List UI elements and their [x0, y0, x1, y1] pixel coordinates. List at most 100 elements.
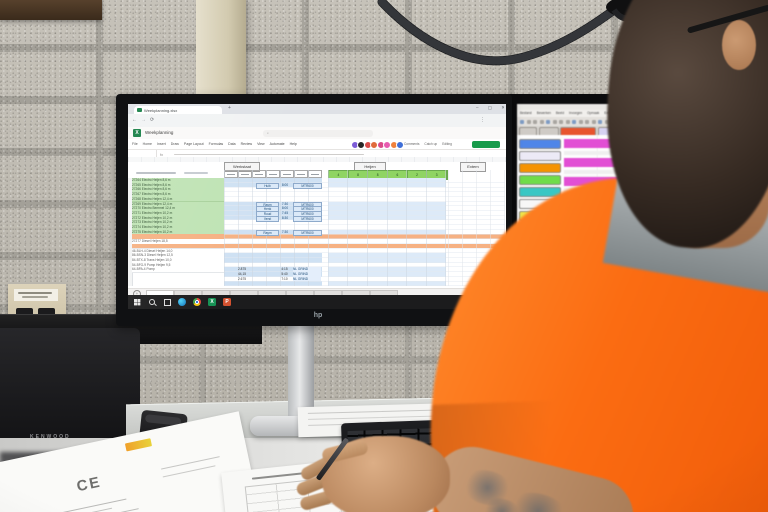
header-actions: Comments Catch up Editing — [404, 142, 452, 146]
rm-tool-icon — [520, 119, 524, 124]
rm-tool-icon — [585, 119, 589, 124]
time-cell: 7:30 — [279, 202, 291, 207]
time-cell: 8:30 — [279, 216, 291, 221]
rm-tab — [538, 127, 559, 135]
menu-item: Formulas — [209, 142, 224, 147]
rm-active-tab — [560, 127, 596, 135]
menu-item: Page Layout — [184, 142, 204, 147]
excel-icon: X — [208, 298, 216, 306]
header-action: Comments — [404, 142, 419, 146]
refresh-icon: ⟳ — [150, 117, 154, 123]
screen-glare — [128, 104, 506, 309]
time-cell: 8:00 — [279, 183, 291, 188]
menu-item: Draw — [171, 142, 179, 147]
rm-tool-icon — [546, 119, 550, 124]
collaborator-avatar — [396, 140, 404, 149]
rm-tool-icon — [539, 119, 544, 124]
search-box: ⌕ — [263, 129, 373, 137]
glyph — [134, 299, 137, 302]
excel-menu-row: File Home Insert Draw Page Layout Formulas Dat… — [128, 139, 506, 155]
rm-colored-button — [519, 151, 561, 161]
qty-cell: 2.675 — [226, 277, 246, 282]
rm-tool-icon — [533, 119, 537, 124]
menu-item: Review — [241, 142, 252, 147]
menu-item: View — [257, 142, 265, 147]
menu-dots-icon: ⋮ — [480, 117, 485, 123]
glyph — [149, 299, 155, 305]
code-cell: NL GRIND — [293, 272, 321, 277]
search-icon — [148, 298, 157, 306]
start-icon — [133, 298, 141, 306]
ce-mark: CE — [75, 473, 103, 496]
collaborator-avatars — [350, 140, 404, 149]
rm-menu-item: Bestand — [520, 111, 532, 116]
menu-item: Automate — [270, 142, 285, 147]
rm-colored-button — [519, 175, 561, 185]
time-cell: 4:15 — [278, 267, 291, 272]
qty-cell: 2.875 — [226, 267, 246, 272]
time-cell: 8:00 — [279, 206, 291, 211]
menu-item: Help — [290, 142, 297, 147]
driver-cell: Raym — [256, 229, 279, 237]
fx-icon: fx — [160, 152, 163, 157]
task-view-icon — [163, 298, 171, 306]
name-box — [128, 150, 157, 158]
rm-menu-item: Opmaak — [587, 111, 600, 116]
menu-bar: File Home Insert Draw Page Layout Formulas Dat… — [132, 142, 297, 147]
chrome-icon — [193, 298, 201, 306]
excel-favicon-icon — [137, 107, 142, 112]
driver-cell: Huib — [256, 182, 279, 190]
windows-taskbar: XP — [128, 295, 506, 309]
person-ear — [722, 20, 756, 70]
browser-tab: Weekplanning.xlsx — [134, 105, 222, 114]
grid-lines-v-right — [328, 170, 446, 286]
rm-menu-item: Beeld — [555, 111, 565, 116]
location-cell: MTR600 — [293, 229, 322, 237]
qty-cell: 44,15 — [226, 272, 246, 277]
new-tab-button: + — [228, 105, 231, 111]
paper-logo — [124, 438, 153, 452]
header-action: Catch up — [424, 142, 437, 146]
search-icon: ⌕ — [267, 131, 269, 136]
excel-app-icon: X — [133, 129, 141, 137]
rm-tool-icon — [552, 119, 557, 124]
rm-tool-icon — [526, 119, 531, 124]
rm-tab — [519, 127, 537, 135]
driver-cell: Verst — [256, 215, 279, 223]
rm-tool-icon — [578, 119, 583, 124]
code-cell: NL GRIND — [293, 267, 321, 272]
menu-item: Insert — [157, 142, 166, 147]
menu-item: File — [132, 142, 138, 147]
rm-tool-icon — [559, 119, 563, 124]
rm-tool-icon — [591, 119, 596, 124]
main-monitor-screen: Weekplanning.xlsx + – ▢ ✕ ← → ⟳ https://… — [128, 104, 506, 309]
edge-icon — [178, 298, 186, 306]
browser-tab-title: Weekplanning.xlsx — [144, 108, 214, 113]
rm-tool-icon — [565, 119, 570, 124]
hp-logo: hp — [313, 312, 323, 319]
time-cell: 5:40 — [278, 272, 291, 277]
file-name: Weekplanning — [145, 130, 225, 135]
office-icon: P — [223, 298, 231, 306]
forward-icon: → — [141, 117, 146, 123]
socket-label — [14, 289, 58, 301]
radio-brand-label: KENWOOD — [30, 434, 71, 440]
rm-colored-button — [519, 139, 561, 149]
rm-colored-button — [519, 163, 561, 173]
rm-tool-icon — [598, 119, 602, 124]
time-cell: 7:10 — [278, 277, 291, 282]
time-cell: 7:45 — [279, 211, 291, 216]
back-icon: ← — [132, 117, 137, 123]
menu-item: Data — [228, 142, 235, 147]
window-controls: – ▢ ✕ — [476, 105, 504, 110]
header-action: Editing — [442, 142, 452, 146]
sheet-area: Werkstaat Heijen Extern 488623 27264 Ele… — [128, 162, 506, 288]
menu-item: Home — [143, 142, 152, 147]
column-headers — [128, 157, 506, 162]
location-cell: MTR600 — [293, 182, 322, 190]
time-cell: 7:30 — [279, 230, 291, 235]
wooden-beam — [0, 0, 102, 20]
rm-tool-icon — [572, 119, 576, 124]
location-cell: MTR600 — [293, 215, 322, 223]
